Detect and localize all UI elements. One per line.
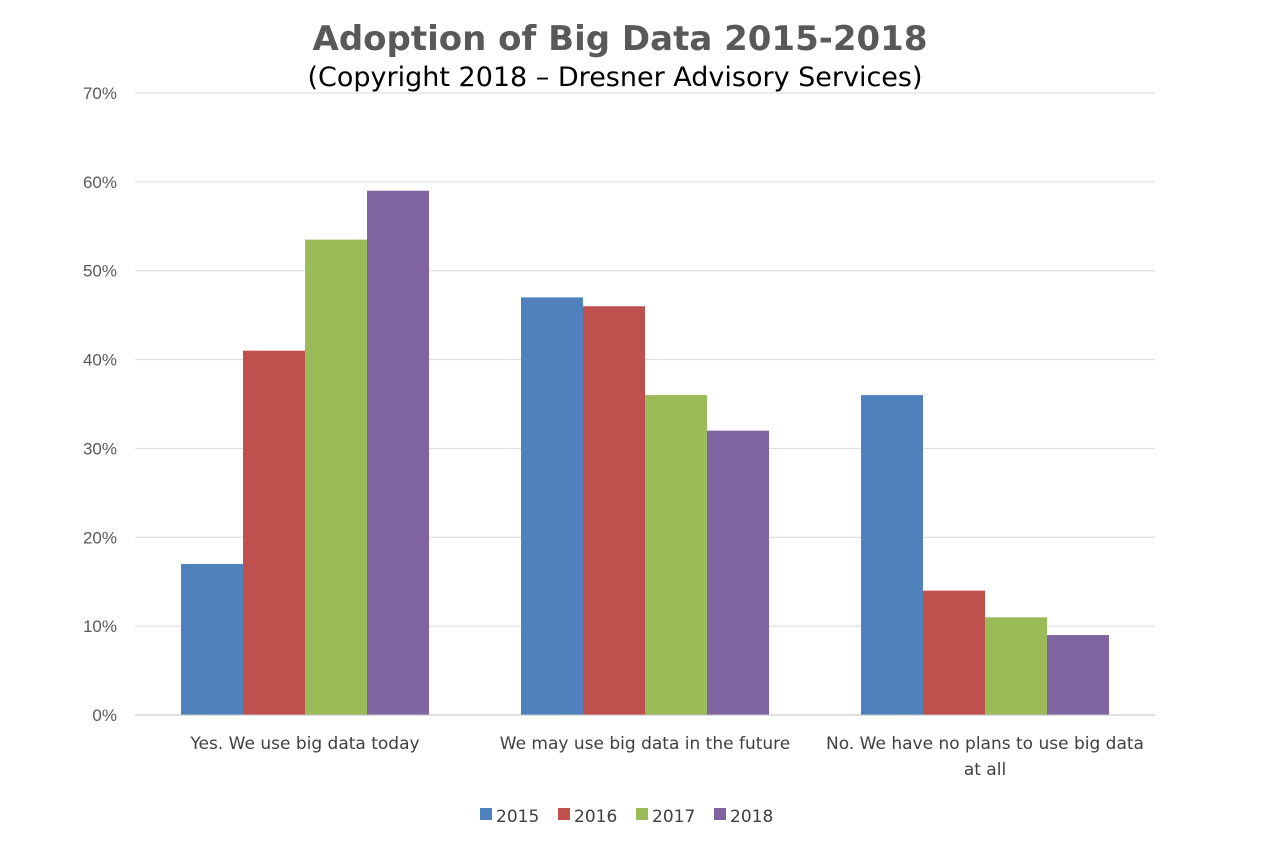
chart-subtitle: (Copyright 2018 – Dresner Advisory Servi… [307,62,922,93]
legend-swatch-2018 [714,808,726,820]
legend-swatch-2016 [558,808,570,820]
y-tick-label: 30% [83,439,117,458]
bar-2018[interactable] [367,190,429,715]
legend-label-2016: 2016 [574,807,617,827]
legend-label-2018: 2018 [730,807,773,827]
bar-2018[interactable] [707,430,769,715]
bar-2016[interactable] [923,590,985,715]
y-tick-label: 70% [83,84,117,103]
y-axis-ticks: 0% 10% 20% 30% 40% 50% 60% 70% [83,84,117,725]
legend-swatch-2017 [636,808,648,820]
bar-2017[interactable] [645,395,707,715]
y-tick-label: 60% [83,173,117,192]
chart-title: Adoption of Big Data 2015-2018 [313,19,928,59]
bar-2015[interactable] [521,297,583,715]
y-tick-label: 0% [92,706,117,725]
legend-label-2015: 2015 [496,807,539,827]
bars [181,190,1109,715]
bar-2015[interactable] [861,395,923,715]
bar-2015[interactable] [181,563,243,715]
x-category-label: No. We have no plans to use big data [826,734,1144,754]
x-category-label: at all [964,760,1006,780]
y-tick-label: 20% [83,528,117,547]
bar-2016[interactable] [243,350,305,715]
legend[interactable]: 2015 2016 2017 2018 [480,807,773,827]
x-category-label: We may use big data in the future [500,734,791,754]
x-category-label: Yes. We use big data today [189,734,419,754]
y-tick-label: 10% [83,617,117,636]
y-tick-label: 50% [83,262,117,281]
bar-2017[interactable] [985,617,1047,715]
y-tick-label: 40% [83,351,117,370]
bar-2017[interactable] [305,239,367,715]
legend-swatch-2015 [480,808,492,820]
legend-label-2017: 2017 [652,807,695,827]
x-axis-categories: Yes. We use big data today We may use big… [189,734,1144,780]
bar-2018[interactable] [1047,635,1109,715]
bar-2016[interactable] [583,306,645,715]
